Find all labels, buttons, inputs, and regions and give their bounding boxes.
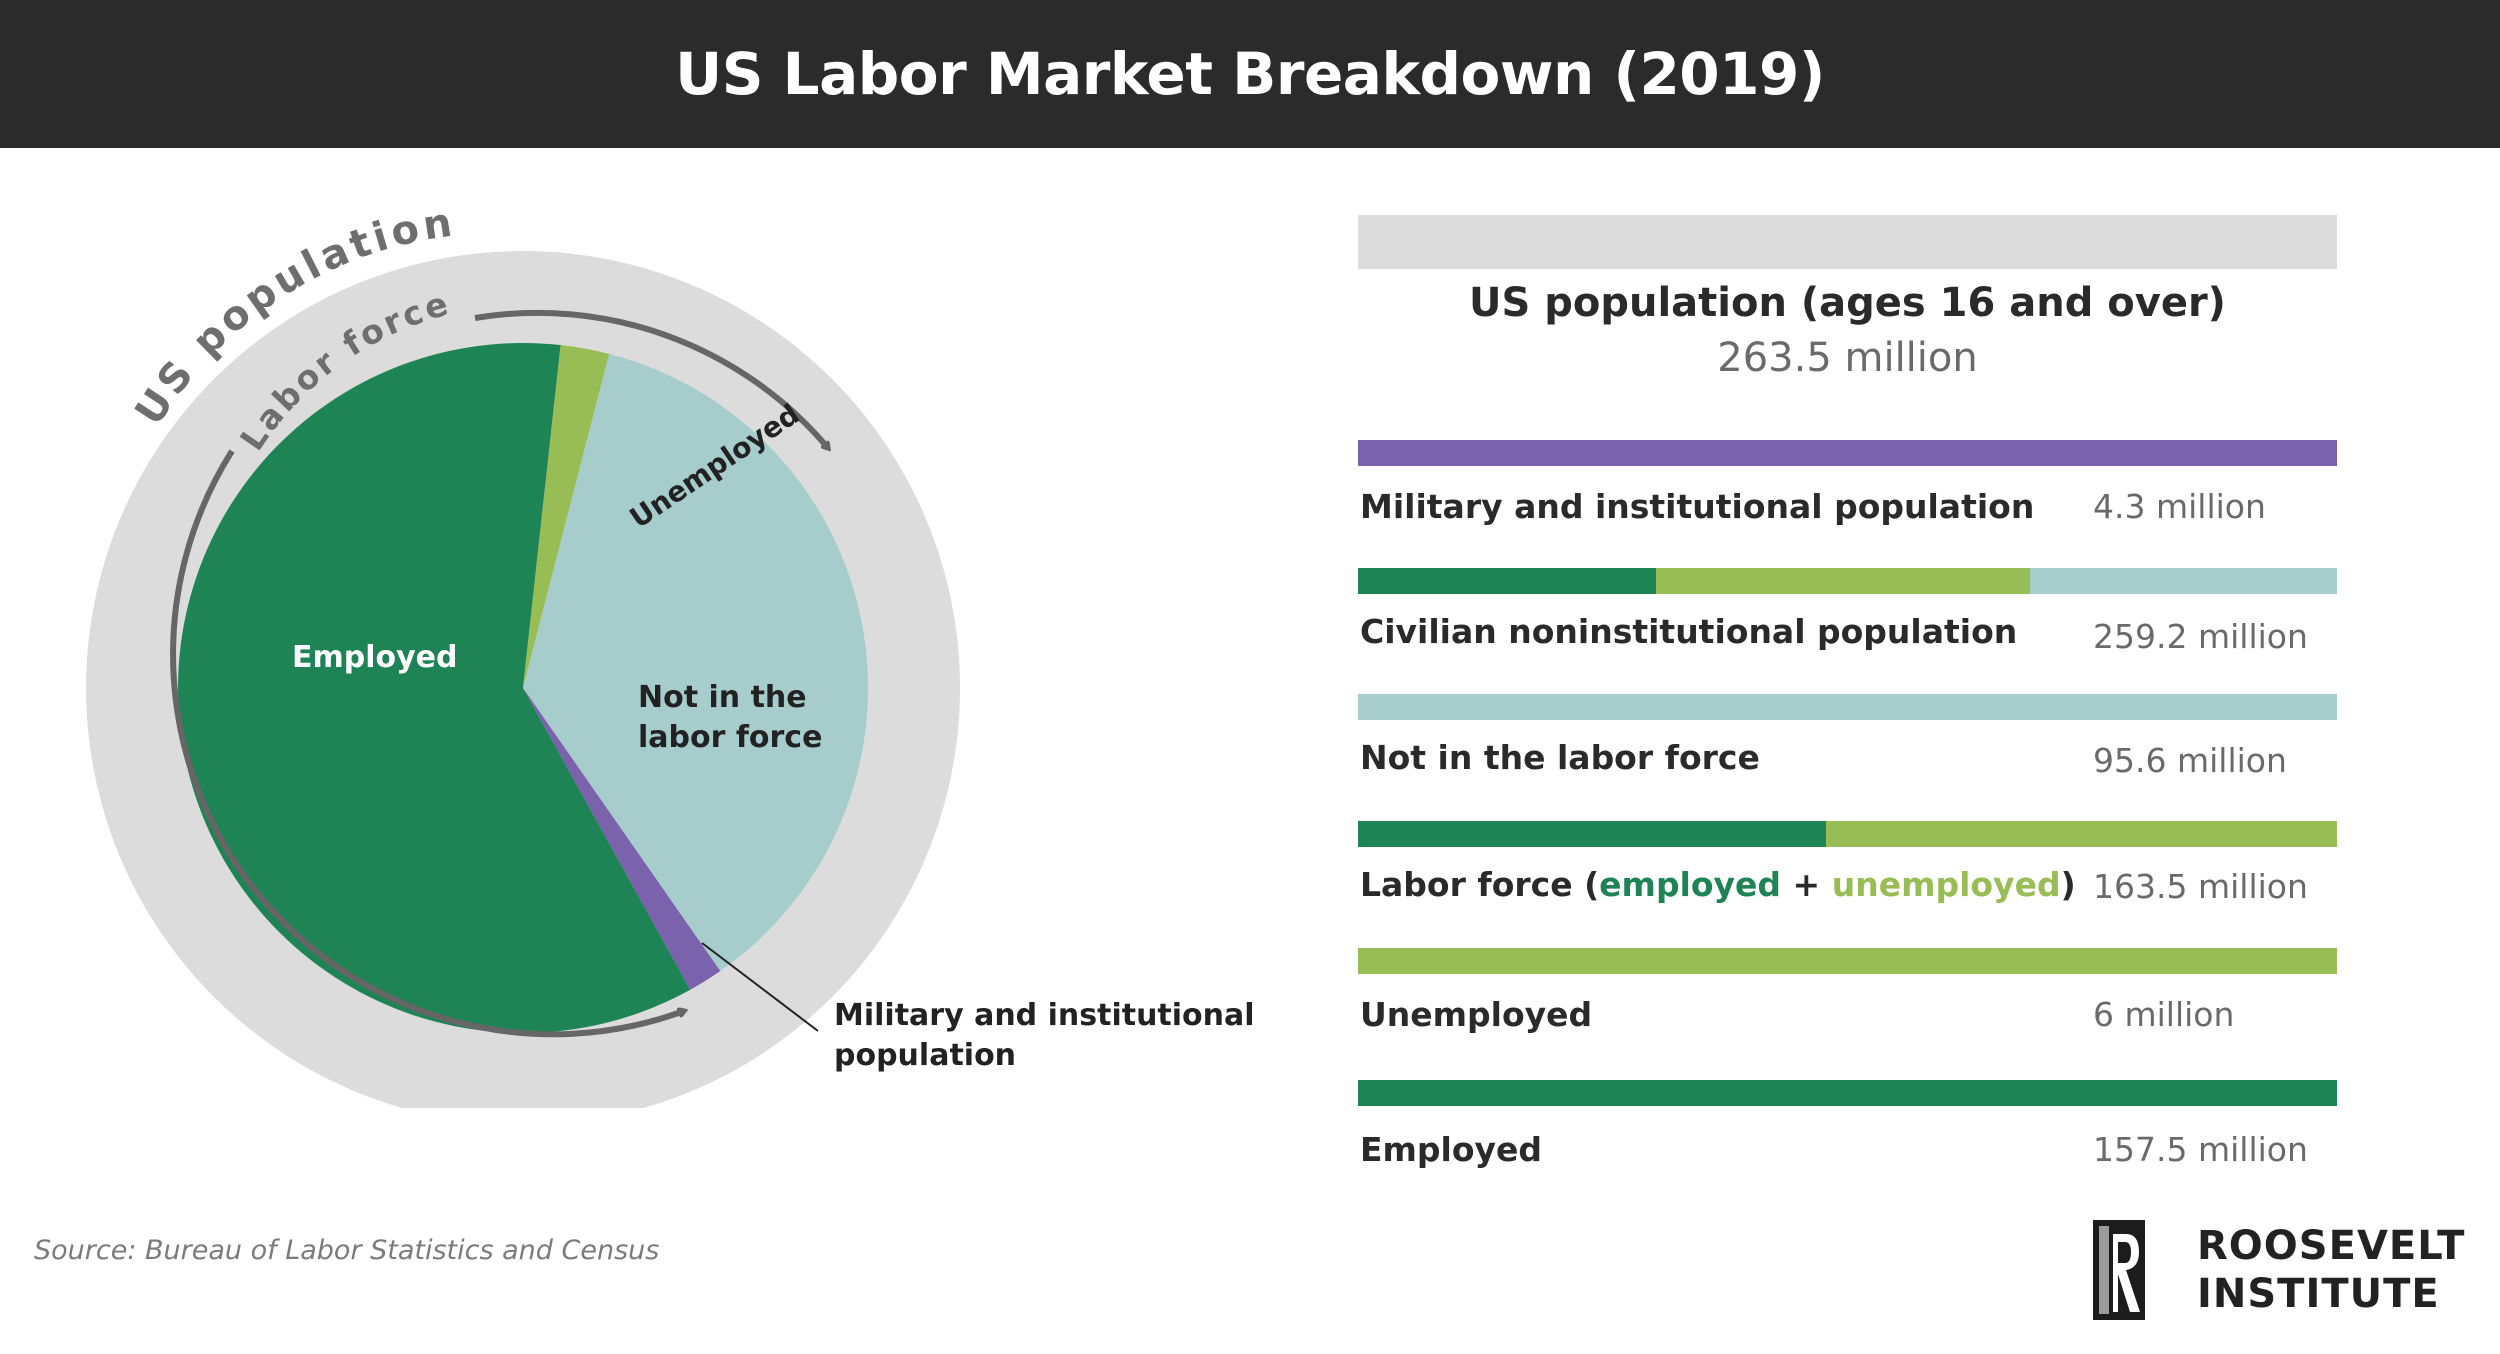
- row-label-not-in-labor-force: Not in the labor force: [1360, 738, 1760, 777]
- pie-slice-employed: [178, 342, 691, 1034]
- not-in-labor-force-label-line1: Not in the: [638, 680, 807, 715]
- population-title: US population (ages 16 and over): [1469, 280, 2226, 326]
- header-bar: US Labor Market Breakdown (2019): [0, 0, 2500, 148]
- bar-military-segment: [1358, 440, 2337, 466]
- not-in-labor-force-label-line2: labor force: [638, 720, 823, 755]
- pie-slices: [178, 342, 868, 1034]
- row-label-employed: Employed: [1360, 1130, 1543, 1169]
- row-label-military: Military and institutional population: [1360, 487, 2035, 526]
- bar-nilf-segment: [1358, 694, 2337, 720]
- source-note: Source: Bureau of Labor Statistics and C…: [34, 1235, 660, 1266]
- labor-force-arrow-bottom: [170, 449, 684, 1038]
- row-value-military: 4.3 million: [2093, 487, 2266, 526]
- row-value-labor-force: 163.5 million: [2093, 867, 2308, 906]
- logo-line1: ROOSEVELT: [2197, 1223, 2466, 1269]
- row-label-civilian: Civilian noninstitutional population: [1360, 612, 2018, 651]
- bar-civilian-nilf-segment: [2029, 568, 2337, 594]
- bar-employed: [1358, 1080, 2337, 1106]
- pie-chart: US population Labor force: [86, 199, 960, 1108]
- roosevelt-institute-logo: ROOSEVELT INSTITUTE: [2093, 1220, 2473, 1320]
- bar-labor-force-unemployed-segment: [1825, 821, 2337, 847]
- row-label-unemployed: Unemployed: [1360, 995, 1593, 1034]
- population-band: [1358, 215, 2337, 269]
- population-value: 263.5 million: [1717, 335, 1978, 381]
- employed-slice-label: Employed: [292, 640, 458, 675]
- labor-force-arrow-top: [474, 309, 828, 448]
- bar-employed-segment: [1358, 1080, 2337, 1106]
- bar-civilian-unemployed-segment: [1655, 568, 2030, 594]
- bar-not-in-labor-force: [1358, 694, 2337, 720]
- bar-labor-force-employed-segment: [1358, 821, 1826, 847]
- labor-force-label-prefix: Labor force (: [1360, 865, 1600, 904]
- bar-labor-force: [1358, 821, 2337, 847]
- row-label-labor-force: Labor force (employed + unemployed): [1360, 865, 2076, 904]
- military-label-line2: population: [834, 1038, 1017, 1073]
- labor-force-label-suffix: ): [2060, 865, 2076, 904]
- bar-military: [1358, 440, 2337, 466]
- labor-force-label-plus: +: [1781, 865, 1832, 904]
- page-title: US Labor Market Breakdown (2019): [675, 40, 1825, 108]
- row-value-employed: 157.5 million: [2093, 1130, 2308, 1169]
- row-value-unemployed: 6 million: [2093, 995, 2235, 1034]
- bar-unemployed: [1358, 948, 2337, 974]
- pie-slice-not-in-labor-force: [523, 353, 868, 972]
- labor-force-label-employed: employed: [1599, 865, 1782, 904]
- pie-slice-military: [523, 688, 721, 990]
- logo-line2: INSTITUTE: [2197, 1271, 2440, 1317]
- military-leader-line: [701, 942, 819, 1032]
- labor-force-label-unemployed: unemployed: [1831, 865, 2061, 904]
- row-value-not-in-labor-force: 95.6 million: [2093, 741, 2287, 780]
- bar-civilian-employed-segment: [1358, 568, 1656, 594]
- pie-slice-unemployed: [523, 345, 610, 688]
- roosevelt-r-icon: [2093, 1220, 2145, 1320]
- bar-civilian: [1358, 568, 2337, 594]
- military-label-line1: Military and institutional: [834, 998, 1255, 1033]
- row-value-civilian: 259.2 million: [2093, 617, 2308, 656]
- bar-unemployed-segment: [1358, 948, 2337, 974]
